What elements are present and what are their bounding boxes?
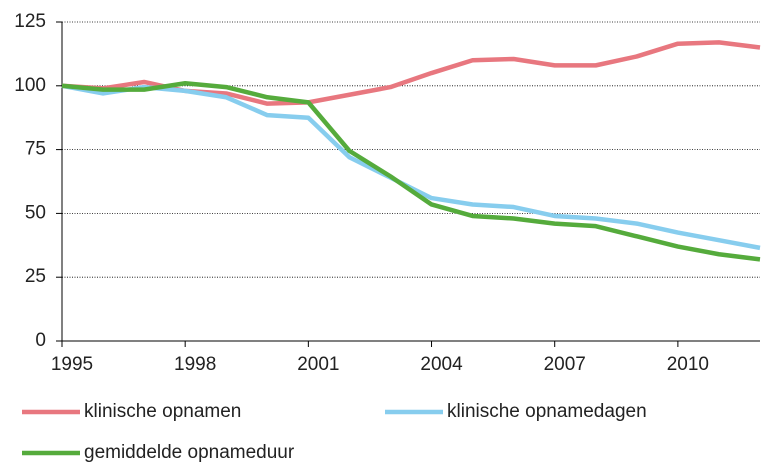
x-tick-label: 2004 <box>420 354 463 375</box>
x-tick-label: 1995 <box>51 354 93 375</box>
series-line <box>61 80 761 262</box>
series-line <box>61 40 761 106</box>
x-tick-label: 2001 <box>297 354 339 375</box>
y-tick-label: 125 <box>14 11 46 32</box>
y-tick-label: 50 <box>25 202 46 223</box>
y-tick-label: 0 <box>35 330 46 351</box>
legend-label: klinische opnamen <box>84 401 241 422</box>
x-tick-label: 2010 <box>667 354 709 375</box>
legend-label: gemiddelde opnameduur <box>84 442 295 463</box>
y-tick-label: 25 <box>25 266 46 287</box>
y-tick-label: 75 <box>25 139 46 160</box>
series-line <box>61 83 761 251</box>
y-tick-label: 100 <box>14 75 46 96</box>
x-tick-label: 2007 <box>544 354 586 375</box>
legend-label: klinische opnamedagen <box>447 401 647 422</box>
x-tick-label: 1998 <box>174 354 216 375</box>
